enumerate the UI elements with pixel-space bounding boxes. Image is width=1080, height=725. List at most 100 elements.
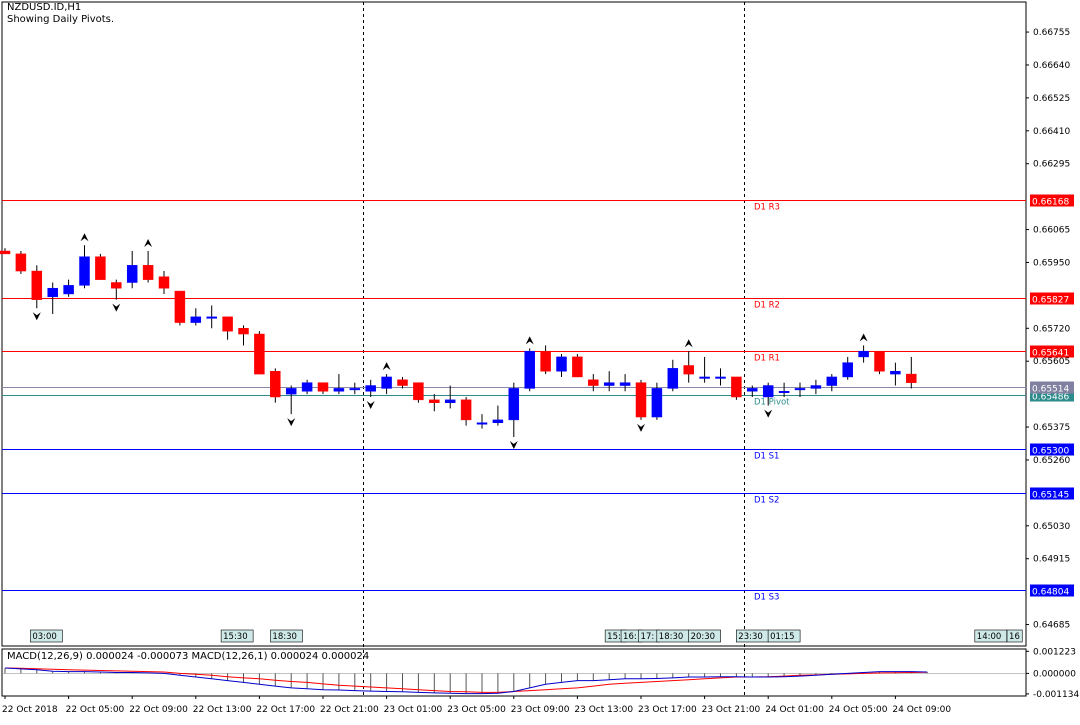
bear-candle	[31, 270, 43, 300]
price-tag-bg	[1030, 584, 1074, 597]
bear-candle	[15, 253, 27, 272]
bear-candle	[397, 379, 408, 386]
bull-candle	[190, 316, 202, 323]
price-tick-label: 0.65605	[1033, 357, 1070, 367]
time-tick-label: 23 Oct 21:00	[702, 705, 761, 715]
bull-candle	[333, 388, 345, 392]
session-marker-label: 15:	[607, 632, 621, 642]
pivot-price-tag: 0.65300	[1032, 447, 1069, 457]
price-tick-label: 0.65375	[1033, 423, 1070, 433]
session-marker-box[interactable]	[30, 629, 63, 643]
pivot-label: D1 S3	[754, 593, 779, 603]
price-tick-label: 0.66410	[1033, 127, 1070, 137]
session-marker-label: 16:	[623, 632, 637, 642]
pivot-label: D1 Pivot	[754, 398, 790, 408]
time-tick-label: 22 Oct 13:00	[193, 705, 252, 715]
time-tick-label: 24 Oct 09:00	[892, 705, 951, 715]
bull-candle	[492, 419, 504, 423]
bear-candle	[572, 356, 583, 378]
bull-candle	[619, 382, 631, 386]
bull-candle	[444, 399, 456, 403]
pivot-price-tag: 0.65641	[1032, 349, 1069, 359]
bear-candle	[270, 370, 281, 398]
fractal-up-marker	[80, 233, 89, 242]
fractal-down-marker	[366, 400, 375, 409]
fractal-down-marker	[287, 418, 296, 427]
time-tick-label: 22 Oct 2018	[2, 705, 58, 715]
bear-candle	[0, 250, 11, 255]
session-marker-label: 15:30	[223, 632, 248, 642]
bull-candle	[747, 388, 758, 392]
current-price-tag-bg	[1030, 381, 1074, 394]
fractal-down-marker	[32, 312, 41, 321]
current-price-tag: 0.65514	[1032, 385, 1069, 395]
bear-candle	[317, 382, 329, 392]
session-marker-label: 16	[1009, 632, 1020, 642]
pivot-price-tag: 0.65486	[1032, 393, 1069, 403]
session-marker-box[interactable]	[1006, 629, 1023, 643]
pivot-label: D1 R3	[754, 203, 780, 213]
time-tick-label: 23 Oct 09:00	[511, 705, 570, 715]
bull-candle	[715, 376, 726, 379]
time-tick-label: 23 Oct 13:00	[574, 705, 633, 715]
session-marker-box[interactable]	[688, 629, 721, 643]
bull-candle	[603, 382, 615, 386]
bull-candle	[508, 388, 520, 421]
price-tick-label: 0.66755	[1033, 28, 1070, 38]
price-tick-label: 0.65260	[1033, 456, 1070, 466]
macd-tick-label: -0.001134	[1033, 690, 1079, 700]
session-marker-box[interactable]	[220, 629, 254, 643]
fractal-up-marker	[859, 333, 868, 342]
bear-candle	[142, 265, 154, 280]
price-tick-label: 0.64915	[1033, 555, 1070, 565]
price-tick-label: 0.65030	[1033, 522, 1070, 532]
price-tag-bg	[1030, 443, 1074, 456]
price-tick-label: 0.66295	[1033, 160, 1070, 170]
bear-candle	[635, 382, 647, 418]
pivot-price-tag: 0.64804	[1032, 588, 1069, 598]
bull-candle	[651, 388, 663, 418]
macd-tick-label: 0.000000	[1033, 669, 1076, 679]
bull-candle	[842, 362, 853, 378]
bull-candle	[47, 287, 58, 298]
bear-candle	[222, 316, 233, 332]
bear-candle	[731, 376, 742, 398]
fractal-down-marker	[509, 441, 518, 450]
time-tick-label: 24 Oct 05:00	[829, 705, 888, 715]
pivot-price-tag: 0.66168	[1032, 198, 1069, 208]
bull-candle	[826, 376, 838, 386]
session-marker-label: 23:30	[738, 632, 763, 642]
price-tag-bg	[1030, 345, 1074, 358]
time-tick-label: 22 Oct 17:00	[256, 705, 315, 715]
price-tick-label: 0.66525	[1033, 94, 1070, 104]
bear-candle	[906, 373, 917, 383]
bull-candle	[667, 368, 679, 389]
session-marker-label: 18:30	[272, 632, 297, 642]
bear-candle	[588, 379, 599, 386]
fractal-down-marker	[764, 409, 773, 418]
fractal-down-marker	[637, 423, 645, 432]
bear-candle	[95, 256, 106, 280]
bull-candle	[810, 385, 822, 389]
session-marker-box[interactable]	[270, 629, 303, 643]
price-tick-label: 0.64685	[1033, 621, 1070, 631]
bear-candle	[254, 333, 265, 375]
main-chart-frame	[1, 1, 1027, 647]
session-marker-label: 18:30	[659, 632, 684, 642]
session-marker-label: 03:00	[32, 632, 57, 642]
bear-candle	[158, 276, 170, 289]
fractal-up-marker	[525, 336, 534, 345]
session-marker-box[interactable]	[767, 629, 801, 643]
bull-candle	[365, 385, 376, 392]
bear-candle	[683, 365, 694, 375]
bull-candle	[349, 388, 361, 391]
bull-candle	[381, 376, 392, 389]
time-tick-label: 24 Oct 01:00	[765, 705, 824, 715]
bull-candle	[890, 370, 901, 375]
pivot-price-tag: 0.65827	[1032, 296, 1069, 306]
macd-tick-label: 0.001223	[1033, 647, 1076, 657]
chart-symbol: NZDUSD.ID,H1	[7, 2, 82, 13]
session-marker-label: 01:15	[770, 632, 795, 642]
fractal-up-marker	[382, 362, 391, 371]
